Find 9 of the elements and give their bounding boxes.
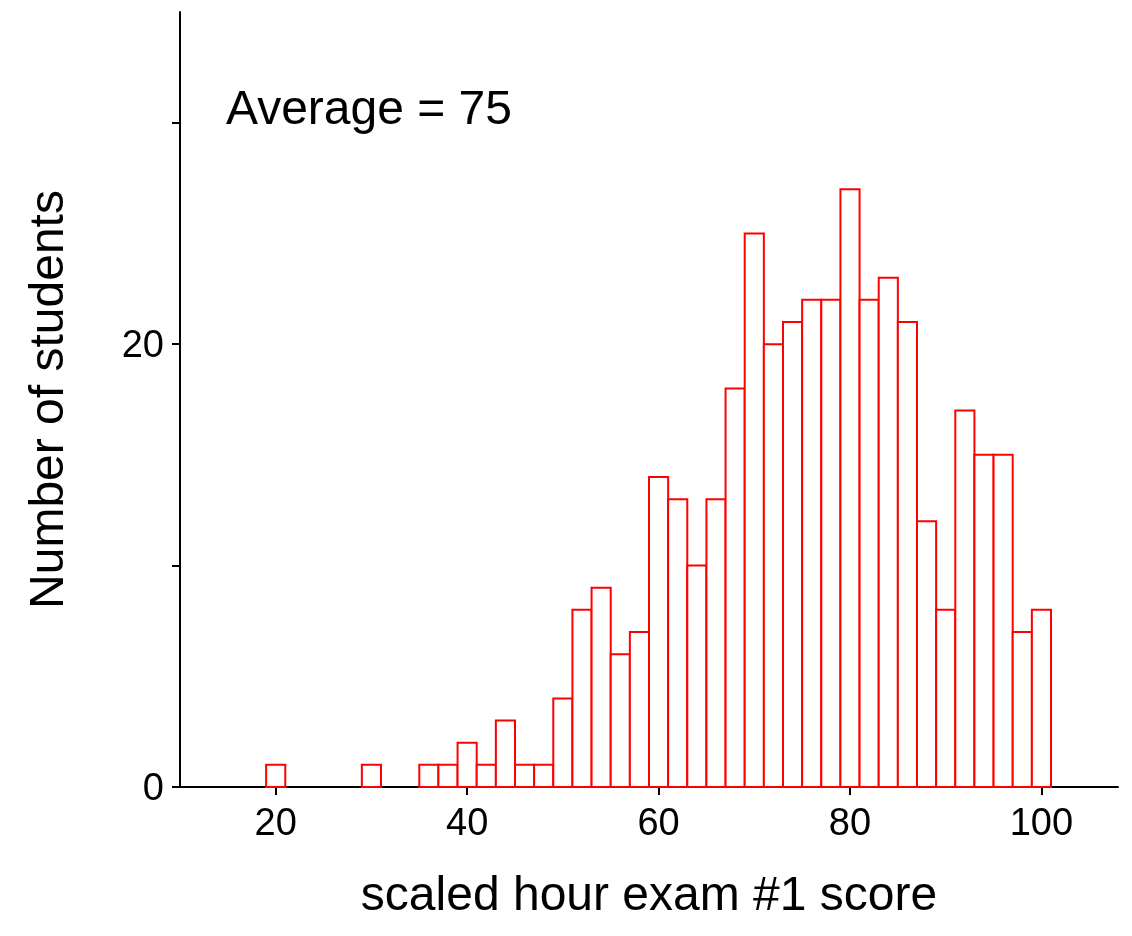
x-tick-label: 40 [446, 801, 489, 843]
x-axis-title: scaled hour exam #1 score [360, 866, 938, 920]
y-tick-label: 0 [142, 766, 164, 808]
y-axis-title: Number of students [19, 190, 73, 609]
x-tick-label: 60 [637, 801, 680, 843]
x-tick-label: 100 [1009, 801, 1074, 843]
x-tick-label: 80 [828, 801, 872, 843]
x-tick-label: 20 [254, 801, 297, 843]
annotation: Average = 75 [226, 80, 513, 134]
